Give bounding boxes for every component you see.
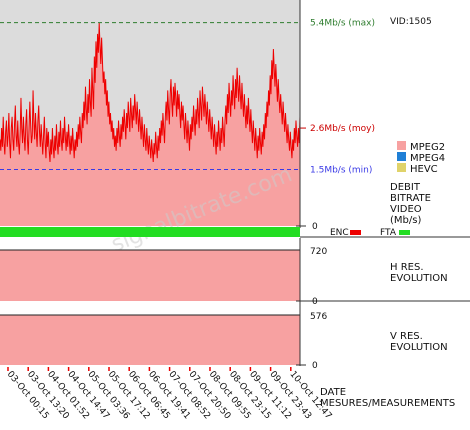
h-res-value-label: 720 [310,247,327,257]
svg-text:EVOLUTION: EVOLUTION [390,342,448,353]
bitrate-line [0,22,301,163]
moy-label: 2.6Mb/s (moy) [310,124,375,134]
svg-text:H RES.: H RES. [390,262,424,273]
vid-label: VID:1505 [390,17,432,27]
mpeg2-area [0,22,300,226]
v-res-bar [0,315,300,365]
svg-text:DATE: DATE [320,387,346,398]
max-label: 5.4Mb/s (max) [310,19,375,29]
svg-text:(Mb/s): (Mb/s) [390,215,421,226]
legend-label-mpeg4: MPEG4 [410,153,445,164]
fta-bar [0,227,300,237]
v-res-zero-label: 0 [312,361,318,371]
legend-swatch-mpeg4 [397,152,406,161]
svg-text:MESURES/MEASUREMENTS: MESURES/MEASUREMENTS [320,398,455,409]
enc-label: ENC [330,228,349,238]
svg-text:BITRATE: BITRATE [390,193,431,204]
h-res-panel: 720 0 [0,238,470,307]
h-res-bar [0,250,300,301]
svg-text:EVOLUTION: EVOLUTION [390,273,448,284]
h-res-zero-label: 0 [312,297,318,307]
legend-swatch-hevc [397,163,406,172]
min-label: 1.5Mb/s (min) [310,166,372,176]
fta-swatch [399,230,410,235]
legend-label-mpeg2: MPEG2 [410,142,445,153]
enc-swatch [350,230,361,235]
v-res-panel: 576 0 [0,302,327,371]
svg-text:DEBIT: DEBIT [390,182,421,193]
v-res-value-label: 576 [310,312,327,322]
fta-label: FTA [380,228,397,238]
svg-text:VIDEO: VIDEO [390,204,422,215]
legend: MPEG2 MPEG4 HEVC [397,141,445,175]
bitrate-panel: 5.4Mb/s (max) 2.6Mb/s (moy) 1.5Mb/s (min… [0,0,375,232]
h-res-title: H RES. EVOLUTION [390,262,448,284]
v-res-title: V RES. EVOLUTION [390,331,448,353]
bitrate-zero-label: 0 [312,222,318,232]
legend-swatch-mpeg2 [397,141,406,150]
svg-text:V RES.: V RES. [390,331,423,342]
bitrate-title: DEBIT BITRATE VIDEO (Mb/s) [390,182,431,226]
enc-fta-strip: ENC FTA [0,227,470,238]
legend-label-hevc: HEVC [410,164,438,175]
date-title: DATE MESURES/MEASUREMENTS [320,387,455,409]
